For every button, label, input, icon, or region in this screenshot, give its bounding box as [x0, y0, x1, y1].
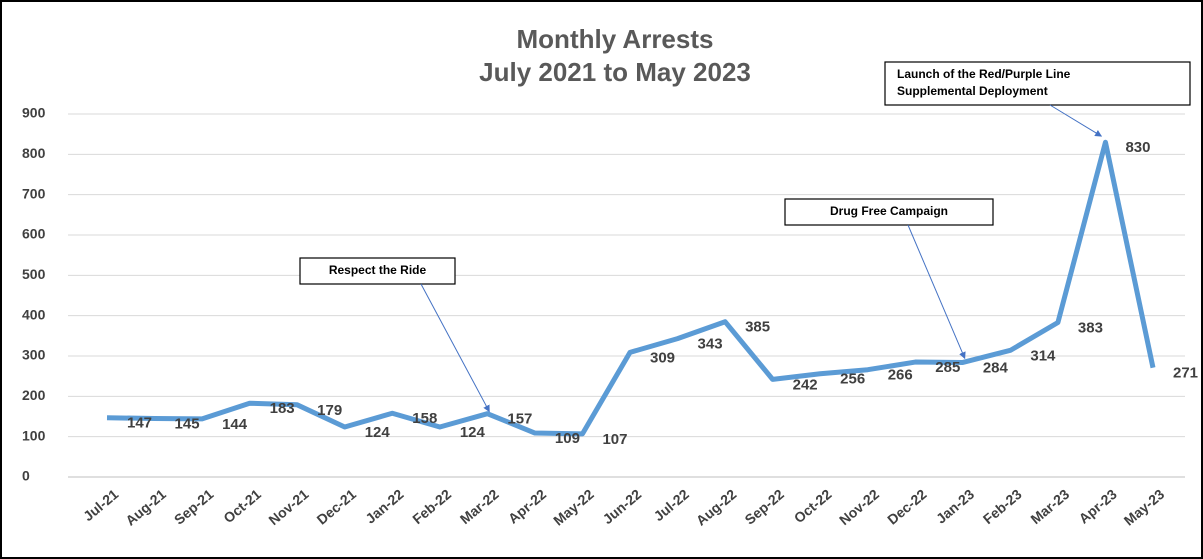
y-tick-label: 0	[22, 468, 30, 484]
data-label: 271	[1173, 365, 1198, 382]
annotation-text: Supplemental Deployment	[897, 84, 1048, 98]
annotation-box	[884, 61, 1191, 106]
annotation-text: Launch of the Red/Purple Line	[897, 67, 1071, 81]
data-label: 179	[317, 402, 342, 419]
data-label: 158	[412, 410, 437, 427]
data-label: 157	[507, 411, 532, 428]
y-tick-label: 500	[22, 266, 46, 282]
data-label: 285	[935, 359, 960, 376]
data-label: 343	[698, 336, 723, 353]
annotation-text: Drug Free Campaign	[830, 204, 948, 218]
y-tick-label: 600	[22, 226, 46, 242]
y-tick-label: 800	[22, 145, 46, 161]
data-label: 124	[460, 424, 486, 441]
annotation-box	[784, 198, 994, 226]
y-tick-label: 900	[22, 105, 46, 121]
data-label: 147	[127, 415, 152, 432]
y-tick-label: 200	[22, 387, 46, 403]
y-tick-label: 400	[22, 306, 46, 322]
annotation-arrow	[1049, 104, 1103, 137]
data-label: 145	[175, 415, 200, 432]
y-tick-label: 300	[22, 347, 46, 363]
data-label: 383	[1078, 319, 1103, 336]
data-label: 309	[650, 349, 675, 366]
annotation-arrow	[907, 224, 966, 360]
data-label: 284	[983, 359, 1009, 376]
data-label: 266	[888, 367, 913, 384]
y-tick-label: 700	[22, 185, 46, 201]
annotation-box	[299, 257, 456, 285]
data-label: 385	[745, 319, 770, 336]
data-label: 183	[270, 400, 295, 417]
data-label: 256	[840, 371, 865, 388]
data-label: 830	[1125, 139, 1150, 156]
chart-title: Monthly Arrests	[517, 24, 714, 54]
annotation-text: Respect the Ride	[329, 263, 427, 277]
chart-subtitle: July 2021 to May 2023	[479, 57, 751, 87]
y-tick-label: 100	[22, 427, 46, 443]
data-label: 124	[365, 424, 391, 441]
data-line	[106, 139, 1156, 437]
data-label: 144	[222, 416, 248, 433]
data-label: 107	[602, 431, 627, 448]
annotation-arrow	[420, 283, 490, 413]
data-label: 242	[793, 376, 818, 393]
data-label: 314	[1030, 347, 1056, 364]
data-label: 109	[555, 430, 580, 447]
